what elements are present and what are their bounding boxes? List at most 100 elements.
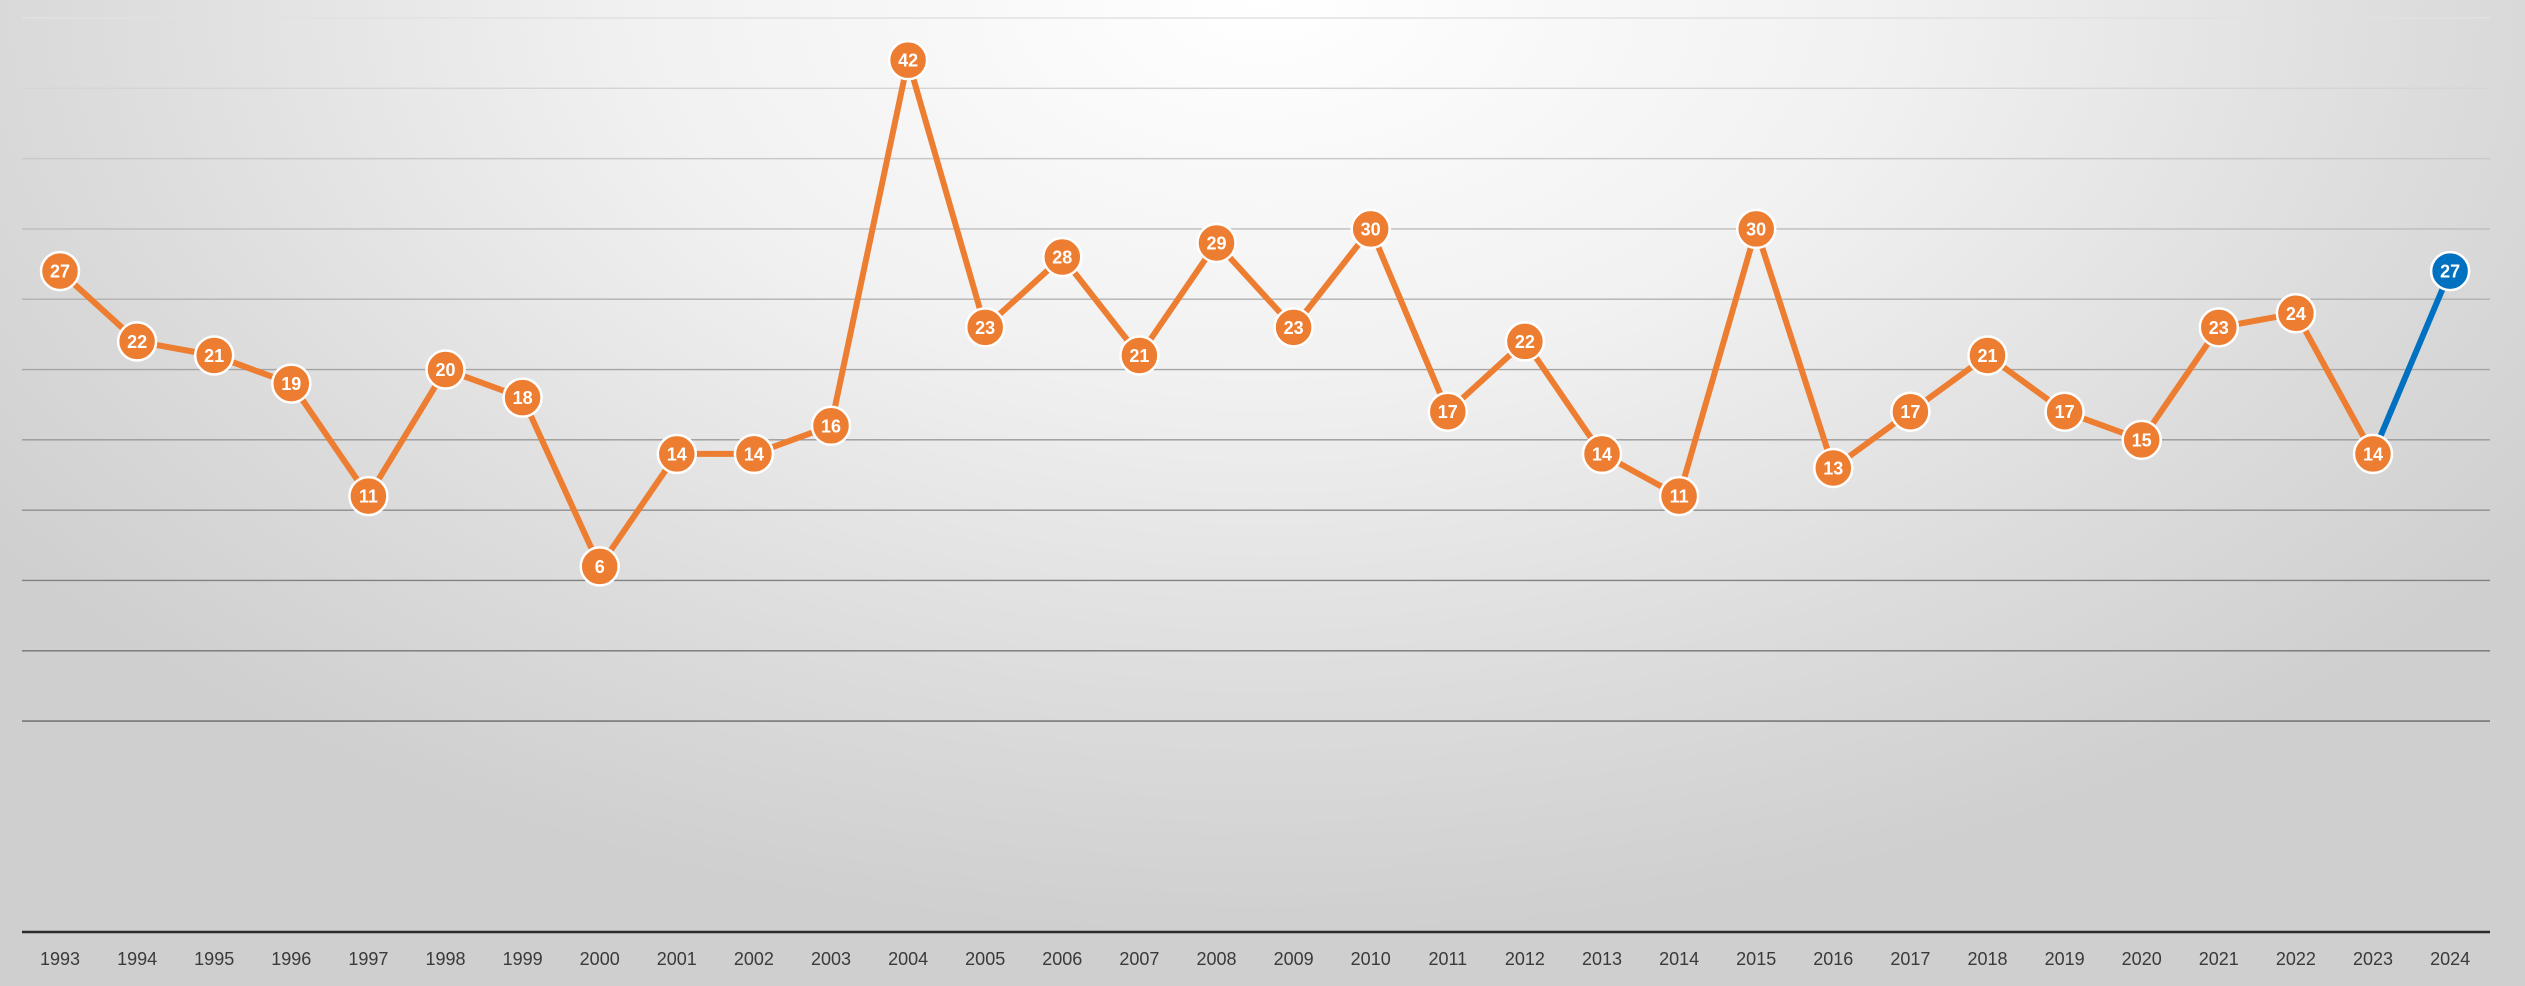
data-label: 29 <box>1206 233 1226 253</box>
data-point-marker <box>2121 419 2162 461</box>
data-point-marker <box>1658 475 1700 517</box>
data-point-marker <box>1813 447 1854 489</box>
data-point-marker <box>39 250 81 292</box>
data-point: 17 <box>2044 391 2085 432</box>
x-tick-label: 2018 <box>1967 949 2007 969</box>
data-point: 21 <box>193 335 235 376</box>
data-point: 28 <box>1042 236 1083 278</box>
x-tick-label: 2013 <box>1582 949 1622 969</box>
data-label: 17 <box>1900 402 1920 422</box>
data-point: 27 <box>2429 250 2471 292</box>
data-point: 17 <box>1890 391 1931 432</box>
data-point: 24 <box>2275 293 2317 334</box>
highlight-segment <box>2370 268 2454 457</box>
data-point: 14 <box>656 433 698 475</box>
x-tick-label: 2008 <box>1196 949 1236 969</box>
data-label: 22 <box>1515 332 1535 352</box>
data-point-marker <box>1273 307 1314 348</box>
data-point: 18 <box>502 377 543 418</box>
data-label: 13 <box>1823 458 1843 478</box>
data-point-marker <box>2198 307 2240 348</box>
x-tick-label: 2006 <box>1042 949 1082 969</box>
data-point-marker <box>1890 391 1931 432</box>
data-point-marker <box>425 349 466 390</box>
data-point: 22 <box>116 321 158 362</box>
data-label: 21 <box>204 346 224 366</box>
data-label: 23 <box>2209 318 2229 338</box>
data-label: 27 <box>50 262 70 282</box>
data-point: 6 <box>579 546 620 587</box>
data-point: 11 <box>1658 475 1700 517</box>
x-tick-label: 2007 <box>1119 949 1159 969</box>
data-label: 22 <box>127 332 147 352</box>
data-point-marker <box>116 321 158 362</box>
x-tick-label: 2021 <box>2199 949 2239 969</box>
data-point-marker <box>887 39 929 81</box>
data-point: 17 <box>1427 391 1469 432</box>
data-point-marker <box>2275 293 2317 334</box>
series-lines <box>57 57 2454 570</box>
data-point: 30 <box>1735 208 1777 250</box>
data-point-marker <box>271 363 312 404</box>
data-points: 27 22 21 19 11 20 18 6 14 14 16 42 23 28 21 29 23 30 17 22 1… <box>39 39 2471 587</box>
x-tick-label: 1994 <box>117 949 157 969</box>
data-point-marker <box>1735 208 1777 250</box>
x-tick-label: 1999 <box>503 949 543 969</box>
data-point-marker <box>579 546 620 587</box>
data-label: 17 <box>1438 402 1458 422</box>
data-label: 14 <box>2363 444 2383 464</box>
data-point: 22 <box>1504 321 1546 362</box>
data-label: 11 <box>359 487 378 507</box>
x-tick-label: 2020 <box>2122 949 2162 969</box>
data-label: 21 <box>1129 346 1149 366</box>
x-tick-label: 2012 <box>1505 949 1545 969</box>
data-point-marker <box>1967 335 2008 376</box>
x-tick-label: 2001 <box>657 949 697 969</box>
data-point-marker <box>502 377 543 418</box>
data-point: 16 <box>810 405 852 447</box>
data-point: 29 <box>1196 222 1237 264</box>
data-point: 14 <box>733 433 775 475</box>
data-label: 24 <box>2286 304 2306 324</box>
data-label: 23 <box>1284 318 1304 338</box>
data-point: 23 <box>1273 307 1314 348</box>
data-point-marker <box>1196 222 1237 264</box>
x-tick-label: 2017 <box>1890 949 1930 969</box>
data-label: 15 <box>2132 430 2152 450</box>
data-point-marker <box>348 475 389 517</box>
data-point: 27 <box>39 250 81 292</box>
data-point: 30 <box>1350 208 1391 250</box>
data-point-marker <box>1427 391 1469 432</box>
x-tick-label: 2024 <box>2430 949 2470 969</box>
x-tick-label: 2010 <box>1351 949 1391 969</box>
data-point: 15 <box>2121 419 2162 461</box>
data-point-marker <box>1350 208 1391 250</box>
data-label: 23 <box>975 318 995 338</box>
x-tick-label: 2004 <box>888 949 928 969</box>
x-tick-label: 2023 <box>2353 949 2393 969</box>
data-label: 19 <box>281 374 301 394</box>
data-label: 27 <box>2440 262 2460 282</box>
data-point-marker <box>656 433 698 475</box>
x-tick-label: 1997 <box>348 949 388 969</box>
data-point: 13 <box>1813 447 1854 489</box>
data-point-marker <box>964 307 1006 348</box>
series-line <box>57 57 2376 570</box>
data-label: 30 <box>1361 219 1381 239</box>
x-tick-label: 1996 <box>271 949 311 969</box>
data-label: 11 <box>1670 487 1689 507</box>
x-tick-label: 2011 <box>1428 949 1467 969</box>
data-point: 20 <box>425 349 466 390</box>
data-label: 14 <box>744 444 764 464</box>
x-tick-label: 1995 <box>194 949 234 969</box>
x-tick-label: 2019 <box>2045 949 2085 969</box>
data-point: 21 <box>1119 335 1160 376</box>
data-point: 23 <box>2198 307 2240 348</box>
data-point: 19 <box>271 363 312 404</box>
x-tick-label: 2000 <box>580 949 620 969</box>
data-label: 14 <box>1592 444 1612 464</box>
data-point-marker <box>1581 433 1623 475</box>
data-label: 28 <box>1052 248 1072 268</box>
data-point-marker <box>810 405 852 447</box>
